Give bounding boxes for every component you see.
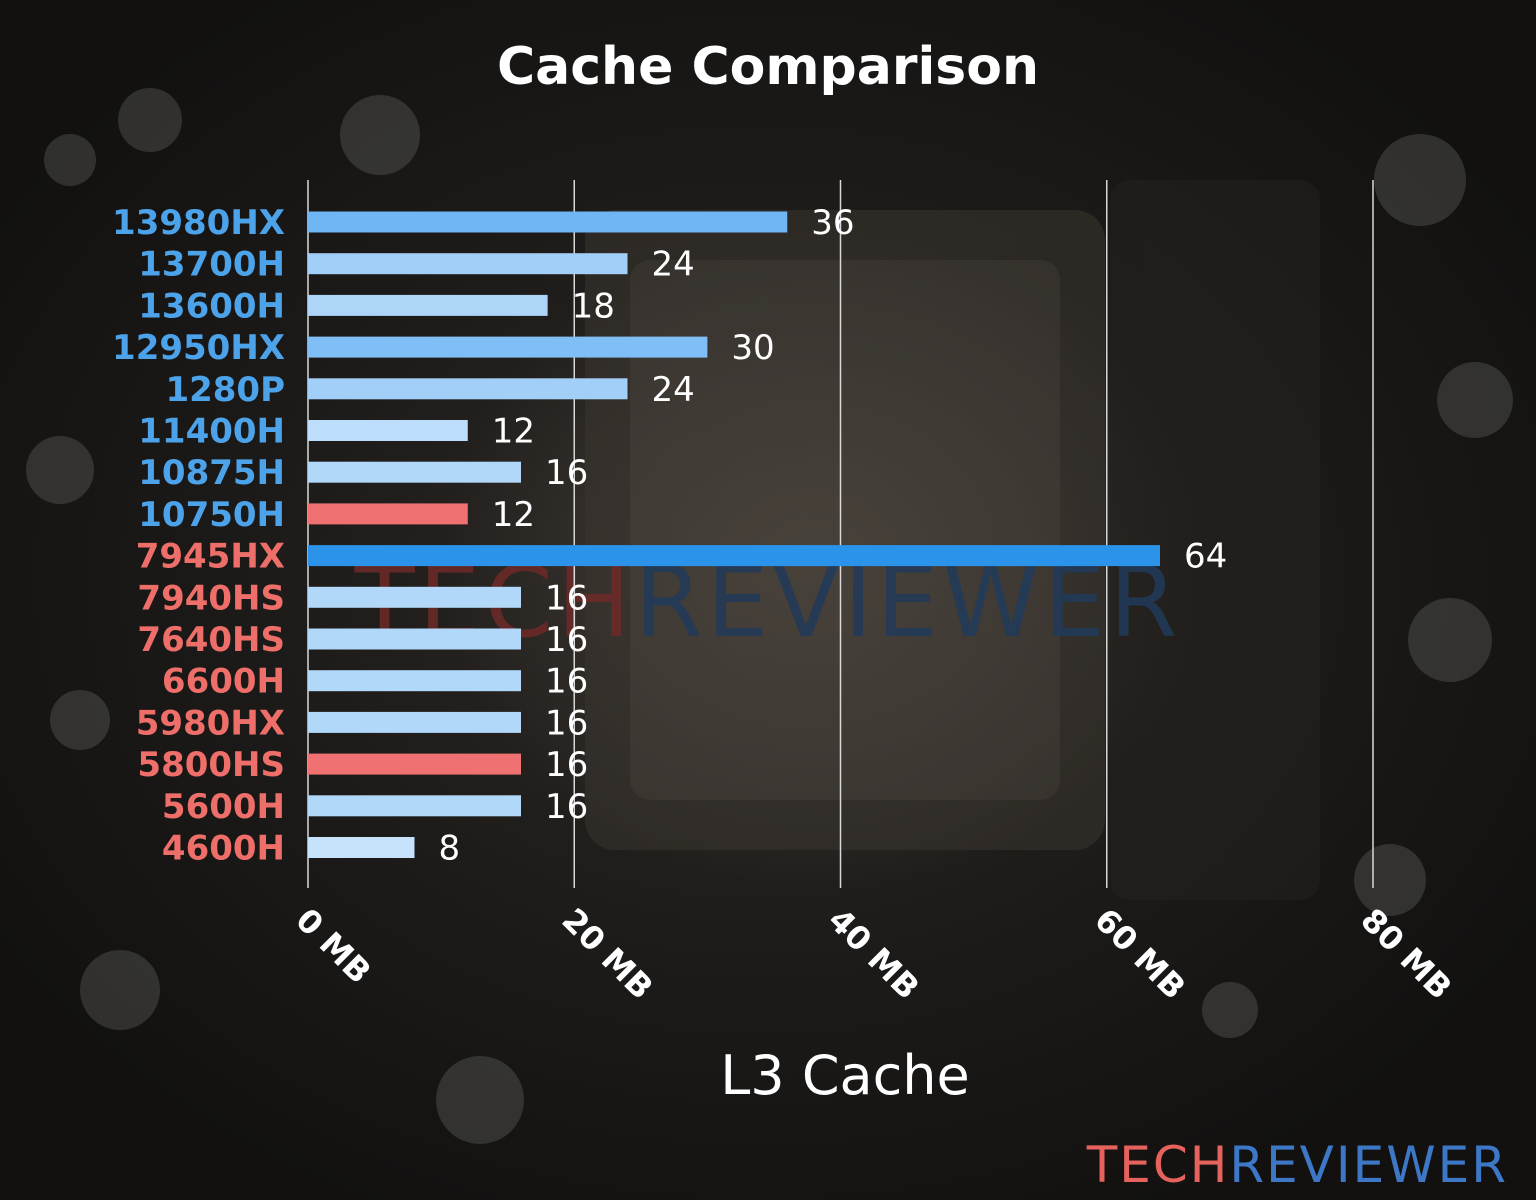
bar [308,837,415,858]
x-tick-label: 40 MB [821,901,927,1007]
category-label: 12950HX [112,328,285,368]
category-label: 13980HX [112,203,285,243]
value-label: 16 [545,453,588,493]
category-label: 13700H [138,245,285,285]
category-label: 1280P [165,370,285,410]
bar [308,545,1160,567]
value-label: 64 [1184,537,1227,577]
bar [308,211,788,233]
category-label: 10750H [138,495,285,535]
bar [308,795,521,817]
bar [308,628,521,650]
cpu-heatspreader-shape [630,260,1060,800]
value-label: 24 [652,370,695,410]
bar [308,711,521,733]
value-label: 18 [572,286,615,326]
value-label: 8 [439,829,461,869]
bar [308,420,468,441]
value-label: 30 [731,328,774,368]
x-tick-label: 80 MB [1353,901,1459,1007]
category-label: 13600H [138,286,285,326]
category-label: 10875H [138,453,285,493]
category-label: 11400H [138,412,285,452]
gridlines [307,180,1374,888]
bars [308,211,1160,858]
x-tick-label: 60 MB [1087,901,1193,1007]
value-label: 36 [811,203,854,243]
x-tick-label: 0 MB [288,901,378,991]
category-label: 6600H [162,662,285,702]
value-label: 16 [545,620,588,660]
brand-tech: TECH [1086,1136,1230,1194]
value-label: 12 [492,495,535,535]
bar [308,503,468,525]
bar [308,753,521,775]
bar [308,336,708,358]
category-labels: 13980HX13700H13600H12950HX1280P11400H108… [112,203,285,869]
bar [308,461,521,483]
value-label: 16 [545,703,588,743]
category-label: 5800HS [137,745,285,785]
value-label: 16 [545,787,588,827]
value-label: 16 [545,745,588,785]
x-axis-title: L3 Cache [720,1044,970,1107]
brand-reviewer: REVIEWER [1229,1136,1508,1194]
category-label: 5600H [162,787,285,827]
category-label: 7945HX [136,537,285,577]
socket-lever-shape [1110,180,1320,900]
bar [308,670,521,692]
bar [308,378,628,400]
bar [308,294,548,316]
category-label: 7940HS [137,578,285,618]
category-label: 7640HS [137,620,285,660]
brand-logo: TECHREVIEWER [1087,1140,1508,1190]
x-tick-label: 20 MB [555,901,661,1007]
category-label: 5980HX [136,703,285,743]
value-label: 16 [545,662,588,702]
chart-title: Cache Comparison [497,37,1039,97]
value-label: 16 [545,578,588,618]
category-label: 4600H [162,829,285,869]
value-label: 12 [492,412,535,452]
bar [308,253,628,275]
value-label: 24 [652,245,695,285]
bar [308,586,521,608]
x-tick-labels: 0 MB 20 MB 40 MB 60 MB 80 MB [288,901,1459,1007]
